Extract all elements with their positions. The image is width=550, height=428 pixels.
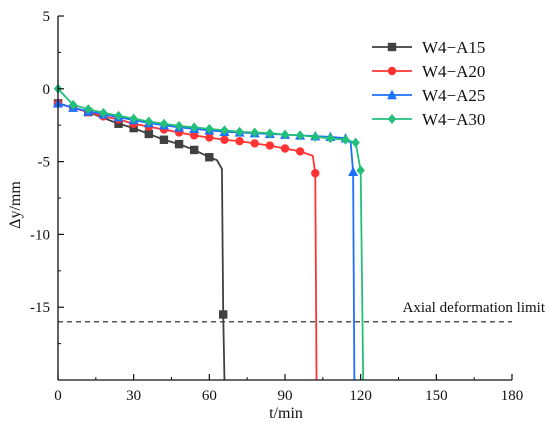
data-point: [235, 126, 244, 137]
legend-swatch-marker: [387, 114, 397, 124]
data-point: [144, 129, 153, 139]
axes: 0 30 60 90 120 150 180 5 0 -5 -10 -15: [30, 9, 523, 404]
x-tick-label: 30: [126, 388, 141, 404]
legend-item: W4−A30: [372, 110, 485, 129]
data-point: [190, 131, 199, 140]
legend-swatch-marker: [387, 66, 397, 76]
data-point: [114, 110, 123, 121]
x-tick-label: 60: [202, 388, 217, 404]
data-point: [280, 129, 290, 140]
legend-swatch-marker: [387, 89, 397, 100]
legend-item: W4−A25: [372, 86, 485, 105]
data-point: [205, 153, 214, 162]
legend-label: W4−A25: [422, 86, 485, 105]
data-point: [190, 122, 199, 133]
legend-label: W4−A15: [422, 38, 485, 57]
data-point: [265, 141, 275, 150]
x-tick-label: 120: [349, 388, 372, 404]
data-point: [295, 147, 305, 156]
data-point: [205, 133, 214, 142]
data-point: [311, 131, 320, 142]
data-point: [326, 133, 335, 144]
data-point: [129, 123, 138, 133]
data-point: [280, 144, 290, 153]
data-point: [220, 125, 229, 136]
data-point: [190, 145, 199, 155]
x-tick-label: 0: [54, 388, 62, 404]
x-tick-label: 180: [501, 388, 524, 404]
data-point: [174, 120, 184, 131]
data-point: [250, 127, 259, 138]
data-point: [311, 169, 320, 178]
legend-item: W4−A15: [372, 38, 485, 57]
series-line: [57, 102, 356, 381]
x-tick-label: 90: [278, 388, 293, 404]
y-tick-label: -10: [30, 227, 50, 243]
data-point: [348, 166, 359, 176]
x-axis-label: t/min: [269, 405, 303, 422]
x-tick-label: 150: [425, 388, 448, 404]
data-point: [219, 310, 228, 319]
data-point: [295, 130, 305, 141]
data-point: [220, 135, 229, 144]
legend-swatch-marker: [387, 42, 397, 52]
y-tick-label: 5: [43, 9, 51, 25]
data-point: [129, 113, 138, 124]
data-point: [265, 128, 275, 139]
y-tick-label: -5: [38, 155, 51, 171]
data-point: [356, 165, 365, 176]
data-point: [250, 139, 259, 148]
data-point: [99, 107, 108, 118]
legend-item: W4−A20: [372, 62, 485, 81]
y-tick-label: 0: [43, 82, 51, 98]
data-point: [205, 123, 214, 134]
plot-area: [53, 83, 512, 381]
series-1: [53, 99, 228, 381]
data-point: [235, 137, 244, 146]
legend-label: W4−A30: [422, 110, 485, 129]
y-tick-label: -15: [30, 300, 50, 316]
series-line: [57, 102, 318, 381]
series-2: [53, 99, 320, 381]
data-point: [351, 137, 360, 148]
data-point: [174, 139, 184, 149]
data-point: [159, 118, 169, 129]
reference-line-label: Axial deformation limit: [403, 300, 546, 316]
legend-label: W4−A20: [422, 62, 485, 81]
data-point: [159, 135, 169, 144]
series-3: [53, 98, 359, 381]
data-point: [84, 104, 93, 115]
y-axis-label: Δy/mm: [7, 181, 24, 229]
data-point: [341, 134, 350, 145]
legend: W4−A15 W4−A20 W4−A25 W4−A30: [372, 38, 485, 129]
data-point: [144, 116, 153, 127]
series-4: [53, 83, 365, 381]
data-point: [114, 119, 123, 128]
series-line: [57, 102, 226, 381]
data-point: [68, 99, 78, 110]
